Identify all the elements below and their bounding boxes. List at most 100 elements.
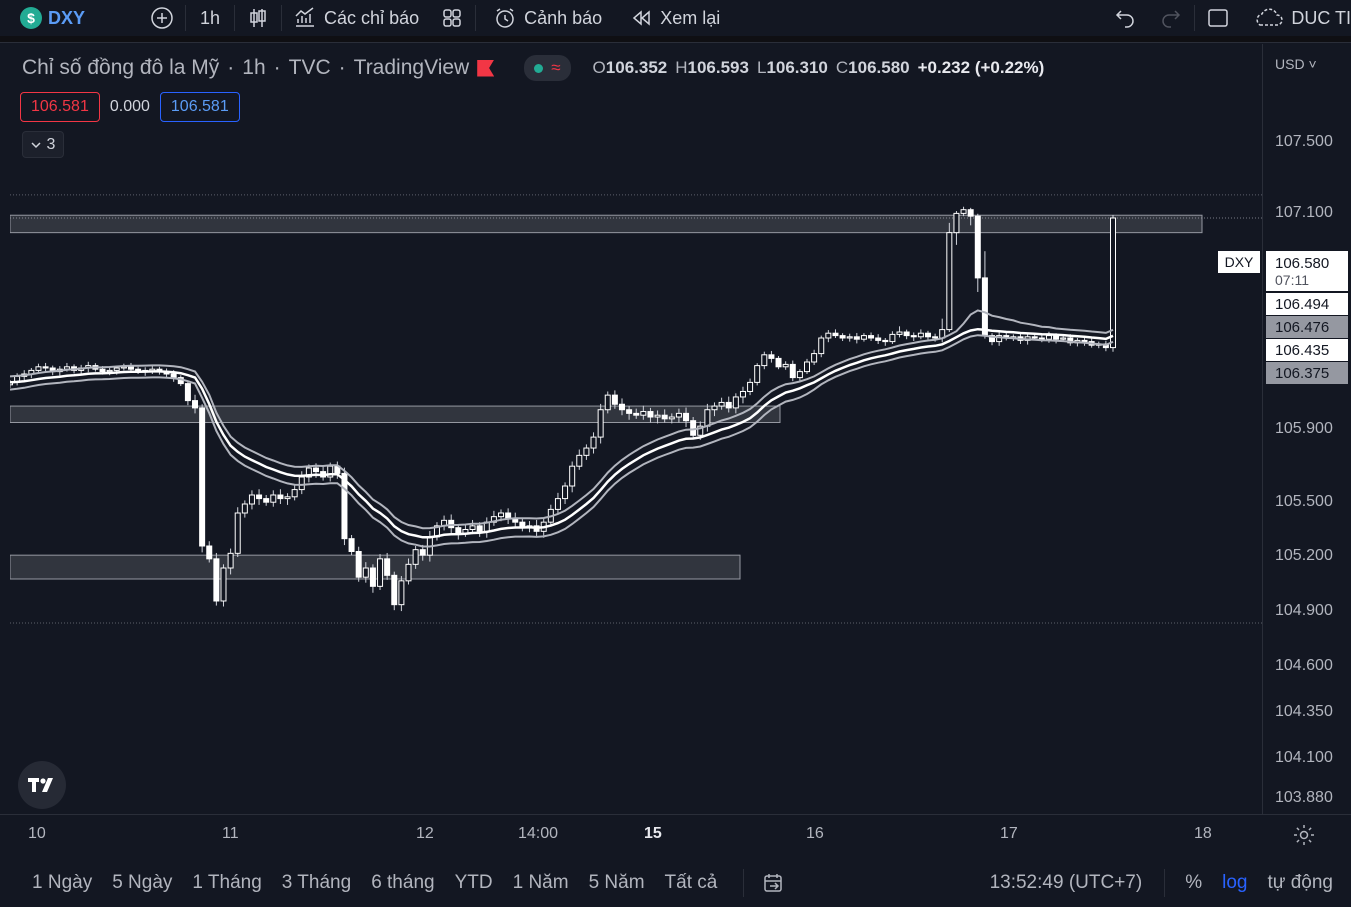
interval-button[interactable]: 1h [186, 0, 234, 36]
candle-body [868, 335, 875, 339]
candle-body [924, 332, 931, 338]
price-tag-value: 106.435 [1275, 341, 1330, 359]
range-button[interactable]: 5 Năm [588, 872, 645, 893]
candle-body [832, 332, 839, 337]
log-scale-toggle[interactable]: log [1222, 872, 1248, 893]
chart-canvas[interactable] [10, 44, 1262, 814]
alert-icon [492, 5, 518, 31]
redo-button[interactable] [1148, 0, 1194, 36]
candle-body [633, 412, 640, 416]
range-button[interactable]: 1 Năm [512, 872, 569, 893]
undo-button[interactable] [1102, 0, 1148, 36]
candle-body [113, 367, 120, 371]
candle-body [398, 580, 405, 606]
range-button[interactable]: 6 tháng [371, 872, 435, 893]
candle-body [967, 209, 974, 217]
chart-type-button[interactable] [235, 0, 281, 36]
candle-body [875, 337, 882, 341]
toolbar-divider [1164, 869, 1166, 897]
candle-body [853, 336, 860, 340]
candle-body [846, 336, 853, 339]
range-button[interactable]: 1 Tháng [192, 872, 262, 893]
candle-body [789, 363, 796, 379]
legend-title[interactable]: Chỉ số đồng đô la Mỹ [22, 56, 220, 79]
candle-body [604, 394, 611, 411]
toolbar-divider [743, 869, 745, 897]
candle-body [192, 400, 199, 409]
candle-body [974, 215, 981, 279]
time-scale[interactable]: 10 11 12 14:00 15 16 17 18 [0, 814, 1351, 854]
spread-value: 0.000 [109, 98, 150, 115]
candle-body [889, 333, 896, 343]
candle-body [369, 567, 376, 587]
candlestick-chart[interactable] [10, 44, 1262, 814]
replay-label: Xem lại [660, 7, 721, 28]
price-tag: 106.494 [1266, 293, 1348, 315]
candle-body [903, 331, 910, 337]
alerts-button[interactable]: Cảnh báo [476, 0, 612, 36]
candle-body [248, 494, 255, 505]
candle-body [206, 545, 213, 560]
auto-scale-toggle[interactable]: tự động [1267, 872, 1333, 893]
price-scale[interactable]: USD ˅ 107.500 107.100 105.900 105.500 105.20… [1262, 44, 1351, 814]
price-label: 107.100 [1275, 204, 1333, 221]
candle-body [989, 335, 996, 343]
range-button[interactable]: 1 Ngày [32, 872, 93, 893]
price-tag-value: 106.494 [1275, 295, 1330, 313]
goto-date-icon[interactable] [760, 870, 786, 896]
toolbar-divider [281, 5, 283, 31]
tradingview-logo-icon[interactable] [18, 761, 66, 809]
clock-timezone[interactable]: 13:52:49 (UTC+7) [989, 872, 1143, 893]
chevron-down-icon [31, 141, 41, 148]
candle-body [241, 503, 248, 514]
candle-body [554, 498, 561, 510]
indicators-collapse-button[interactable]: 3 [22, 131, 64, 158]
settings-gear-icon[interactable] [1292, 823, 1316, 847]
fullscreen-button[interactable] [1195, 0, 1241, 36]
candles-icon [245, 5, 271, 31]
indicators-button[interactable]: Các chỉ báo [282, 0, 429, 36]
candle-body [291, 489, 298, 498]
user-menu[interactable]: DUC TI [1241, 0, 1351, 36]
ohlc-low: L106.310 [756, 58, 828, 77]
candle-body [305, 467, 312, 478]
sell-price-button[interactable]: 106.581 [20, 92, 100, 122]
candle-body [569, 465, 576, 487]
candle-body [732, 396, 739, 409]
symbol-search[interactable]: $ DXY [0, 0, 95, 36]
candle-body [576, 454, 583, 467]
market-status-pill[interactable]: ≈ [524, 55, 571, 81]
candle-body [654, 414, 661, 418]
price-label: 104.600 [1275, 657, 1333, 674]
range-button[interactable]: Tất cả [664, 872, 718, 893]
flag-icon[interactable] [477, 59, 495, 77]
ohlc-open: O106.352 [592, 58, 668, 77]
price-label: 104.900 [1275, 602, 1333, 619]
candle-body [668, 416, 675, 420]
legend-interval: 1h [242, 56, 266, 79]
date-range-buttons: 1 Ngày 5 Ngày 1 Tháng 3 Tháng 6 tháng YTD 1 Nă… [0, 872, 727, 894]
percent-toggle[interactable]: % [1185, 872, 1203, 893]
buy-price-button[interactable]: 106.581 [159, 92, 240, 122]
candle-body [747, 381, 754, 392]
candle-body [348, 538, 355, 552]
candle-body [618, 403, 625, 411]
candle-body [1110, 217, 1116, 349]
candle-body [1060, 337, 1067, 340]
interval-label: 1h [200, 7, 221, 28]
candle-body [704, 409, 711, 427]
candle-body [775, 357, 782, 368]
replay-button[interactable]: Xem lại [612, 0, 730, 36]
layouts-button[interactable] [429, 0, 475, 36]
candle-body [405, 563, 412, 582]
candle-body [932, 336, 939, 339]
candle-body [825, 332, 832, 339]
currency-dropdown[interactable]: USD ˅ [1275, 56, 1317, 72]
range-button[interactable]: 3 Tháng [281, 872, 352, 893]
candle-body [611, 394, 618, 405]
candle-body [946, 232, 953, 331]
add-symbol-button[interactable] [139, 0, 185, 36]
range-button[interactable]: YTD [454, 872, 493, 893]
range-button[interactable]: 5 Ngày [112, 872, 173, 893]
candle-body [220, 567, 227, 602]
